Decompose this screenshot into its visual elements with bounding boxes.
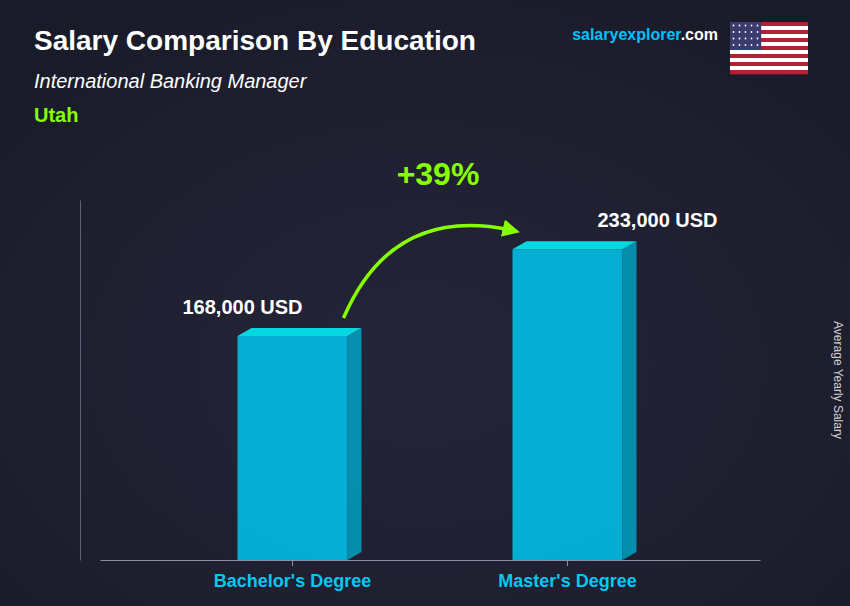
watermark: salaryexplorer.com [572, 26, 718, 43]
x-tick-mark [567, 560, 568, 566]
watermark-part: explorer [618, 26, 681, 43]
flag-stripe [730, 50, 808, 54]
x-tick-label: Bachelor's Degree [214, 571, 371, 591]
flag-star [751, 44, 753, 46]
flag-star [751, 38, 753, 40]
flag-star [733, 38, 735, 40]
bar-front [513, 249, 623, 560]
flag-star [733, 25, 735, 27]
flag-star [739, 44, 741, 46]
bar-top [238, 328, 362, 336]
y-axis-domain [80, 201, 81, 561]
data-label: 233,000 USD [597, 209, 717, 231]
flag-star [751, 25, 753, 27]
bar-top [513, 241, 637, 249]
x-tick: Master's Degree [498, 560, 636, 591]
flag-star [745, 31, 747, 33]
flag-stripe [730, 66, 808, 70]
flag [730, 22, 808, 74]
x-axis: Bachelor's Degree Master's Degree [101, 560, 761, 591]
subtitle: International Banking Manager [34, 70, 308, 92]
x-tick-label: Master's Degree [498, 571, 636, 591]
flag-star [757, 44, 759, 46]
flag-star [733, 44, 735, 46]
pct-change: +39% [397, 156, 480, 192]
data-label: 168,000 USD [182, 296, 302, 318]
flag-stripe [730, 70, 808, 74]
y-axis [80, 201, 81, 561]
flag-star [745, 25, 747, 27]
flag-canton [730, 22, 761, 50]
flag-stripe [730, 54, 808, 58]
flag-star [733, 31, 735, 33]
flag-star [757, 31, 759, 33]
x-tick-mark [292, 560, 293, 566]
flag-star [745, 44, 747, 46]
flag-star [739, 25, 741, 27]
bar-side [623, 241, 637, 560]
x-axis-domain [101, 560, 761, 561]
location: Utah [34, 104, 78, 126]
flag-star [757, 25, 759, 27]
bar-front [238, 336, 348, 560]
flag-star [745, 38, 747, 40]
flag-star [739, 31, 741, 33]
title: Salary Comparison By Education [34, 25, 476, 56]
bar-side [348, 328, 362, 560]
flag-stripe [730, 58, 808, 62]
flag-star [757, 38, 759, 40]
bars [238, 241, 637, 560]
flag-star [739, 38, 741, 40]
flag-stripe [730, 62, 808, 66]
y-label: Average Yearly Salary [831, 321, 845, 439]
watermark-part: .com [681, 26, 718, 43]
background [0, 0, 850, 606]
flag-star [751, 31, 753, 33]
change-arrow [344, 225, 517, 318]
bar [238, 328, 362, 560]
chart-root: Bachelor's Degree Master's Degree 168,000 … [0, 0, 850, 606]
bar [513, 241, 637, 560]
watermark-part: salary [572, 26, 618, 43]
x-tick: Bachelor's Degree [214, 560, 371, 591]
